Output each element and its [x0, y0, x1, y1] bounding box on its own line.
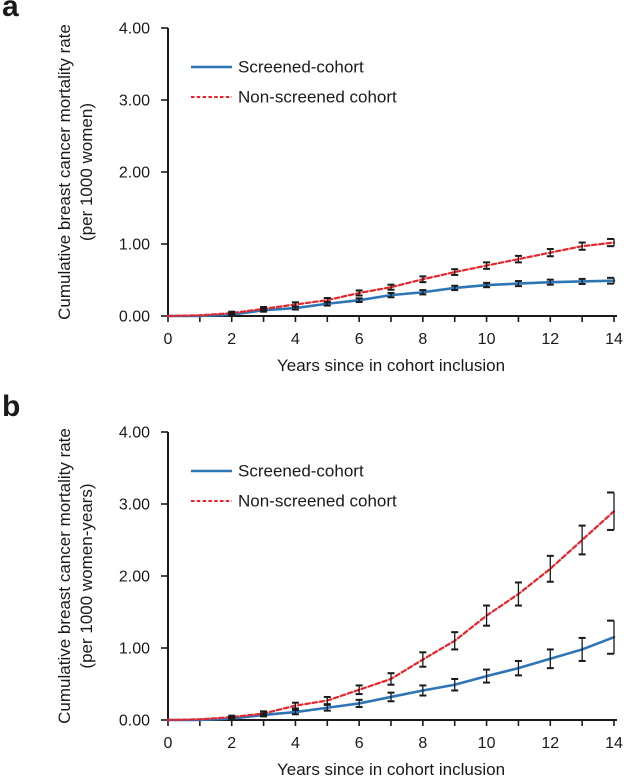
- chart-b: 0.00 1.00 2.00 3.00 4.00 0 2 4 6 8 10 12 14 Screened-…: [55, 425, 623, 780]
- x-tick-label: 8: [418, 735, 427, 752]
- legend-label-non-screened-cohort: Non-screened cohort: [238, 88, 397, 107]
- y-tick-label: 4.00: [119, 21, 150, 38]
- x-tick-label: 6: [355, 735, 364, 752]
- error-bars-non-screened-cohort: [228, 237, 615, 316]
- x-tick-label: 14: [605, 735, 623, 752]
- x-tick-label: 4: [291, 735, 300, 752]
- y-tick-label: 0.00: [119, 713, 150, 730]
- error-bars-non-screened-cohort: [228, 491, 615, 720]
- y-axis-title-line1: Cumulative breast cancer mortality rate: [55, 24, 74, 320]
- x-axis-title: Years since in cohort inclusion: [277, 760, 505, 779]
- error-bars-screened-cohort: [228, 619, 615, 721]
- y-tick-label: 3.00: [119, 93, 150, 110]
- x-tick-label: 10: [478, 331, 496, 348]
- x-tick-label: 2: [227, 331, 236, 348]
- panel-a: a 0.00 1.00 2.00 3.00 4.00 0 2 4 6 8 10 12 14 Screene…: [0, 0, 624, 390]
- x-tick-label: 2: [227, 735, 236, 752]
- y-tick-label: 2.00: [119, 165, 150, 182]
- x-tick-label: 12: [541, 331, 559, 348]
- chart-a: 0.00 1.00 2.00 3.00 4.00 0 2 4 6 8 10 12 14 Screened-…: [55, 21, 623, 376]
- panel-a-letter: a: [2, 0, 19, 23]
- x-tick-label: 0: [164, 331, 173, 348]
- y-axis-title-line2: (per 1000 women-years): [77, 483, 96, 668]
- x-tick-label: 0: [164, 735, 173, 752]
- x-tick-label: 14: [605, 331, 623, 348]
- x-tick-label: 6: [355, 331, 364, 348]
- x-tick-label: 10: [478, 735, 496, 752]
- x-tick-label: 8: [418, 331, 427, 348]
- axes: 0.00 1.00 2.00 3.00 4.00 0 2 4 6 8 10 12 14: [119, 21, 623, 349]
- panel-b-letter: b: [2, 390, 21, 423]
- y-tick-label: 1.00: [119, 641, 150, 658]
- y-tick-label: 3.00: [119, 497, 150, 514]
- y-tick-label: 2.00: [119, 569, 150, 586]
- y-axis-title-line2: (per 1000 women): [77, 103, 96, 241]
- legend: Screened-cohort Non-screened cohort: [191, 58, 397, 107]
- legend-label-screened-cohort: Screened-cohort: [238, 58, 364, 77]
- legend: Screened-cohort Non-screened cohort: [191, 462, 397, 511]
- x-axis-title: Years since in cohort inclusion: [277, 356, 505, 375]
- axes: 0.00 1.00 2.00 3.00 4.00 0 2 4 6 8 10 12 14: [119, 425, 623, 753]
- series-line-non-screened-cohort: [166, 510, 616, 722]
- y-tick-label: 1.00: [119, 237, 150, 254]
- y-tick-label: 4.00: [119, 425, 150, 442]
- x-tick-label: 4: [291, 331, 300, 348]
- legend-label-screened-cohort: Screened-cohort: [238, 462, 364, 481]
- y-tick-label: 0.00: [119, 309, 150, 326]
- y-axis-title-line1: Cumulative breast cancer mortality rate: [55, 428, 74, 724]
- legend-label-non-screened-cohort: Non-screened cohort: [238, 492, 397, 511]
- panel-b: b 0.00 1.00 2.00 3.00 4.00 0 2 4 6 8 10 12 14 Screene…: [0, 390, 624, 781]
- x-tick-label: 12: [541, 735, 559, 752]
